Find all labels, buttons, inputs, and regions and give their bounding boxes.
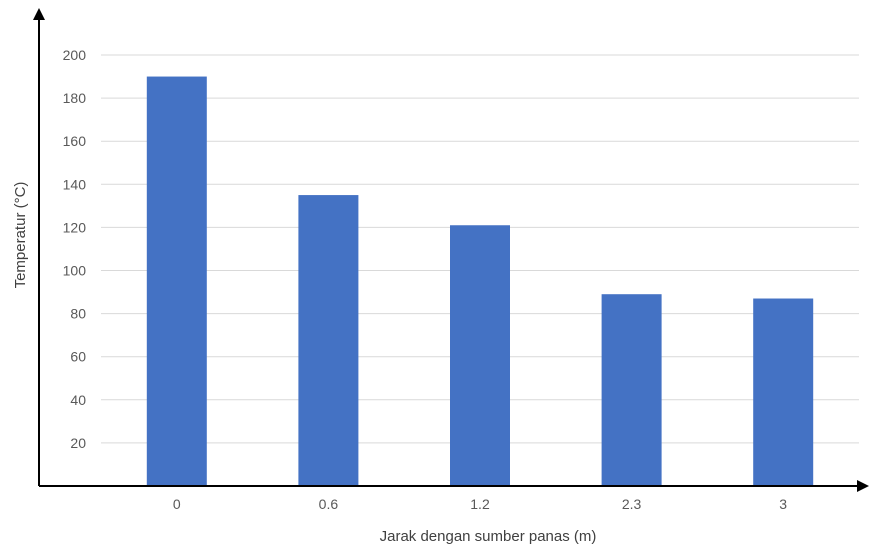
x-axis-arrow [857,480,869,492]
bar [753,298,814,486]
x-tick-label: 0 [173,496,181,512]
x-tick-label: 3 [779,496,787,512]
y-tick-label: 20 [70,435,86,451]
y-tick-label: 80 [70,306,86,322]
bar [450,225,510,486]
x-tick-labels: 0 0.6 1.2 2.3 3 [173,496,787,512]
y-tick-label: 140 [63,176,87,192]
y-tick-label: 200 [63,47,87,63]
bar [601,294,662,486]
y-tick-label: 60 [70,349,86,365]
y-tick-label: 160 [63,133,87,149]
y-axis-arrow [33,8,45,20]
x-axis-title: Jarak dengan sumber panas (m) [380,528,597,545]
x-tick-label: 2.3 [622,496,642,512]
x-tick-label: 0.6 [319,496,339,512]
y-tick-label: 180 [63,90,87,106]
y-tick-label: 120 [63,219,87,235]
y-tick-labels: 20 40 60 80 100 120 140 160 180 200 [63,47,87,451]
x-tick-label: 1.2 [470,496,490,512]
bar [298,195,359,486]
y-axis-title: Temperatur (°C) [12,182,29,289]
bars [146,76,814,487]
y-tick-label: 40 [70,392,86,408]
bar [146,76,207,487]
y-tick-label: 100 [63,263,87,279]
